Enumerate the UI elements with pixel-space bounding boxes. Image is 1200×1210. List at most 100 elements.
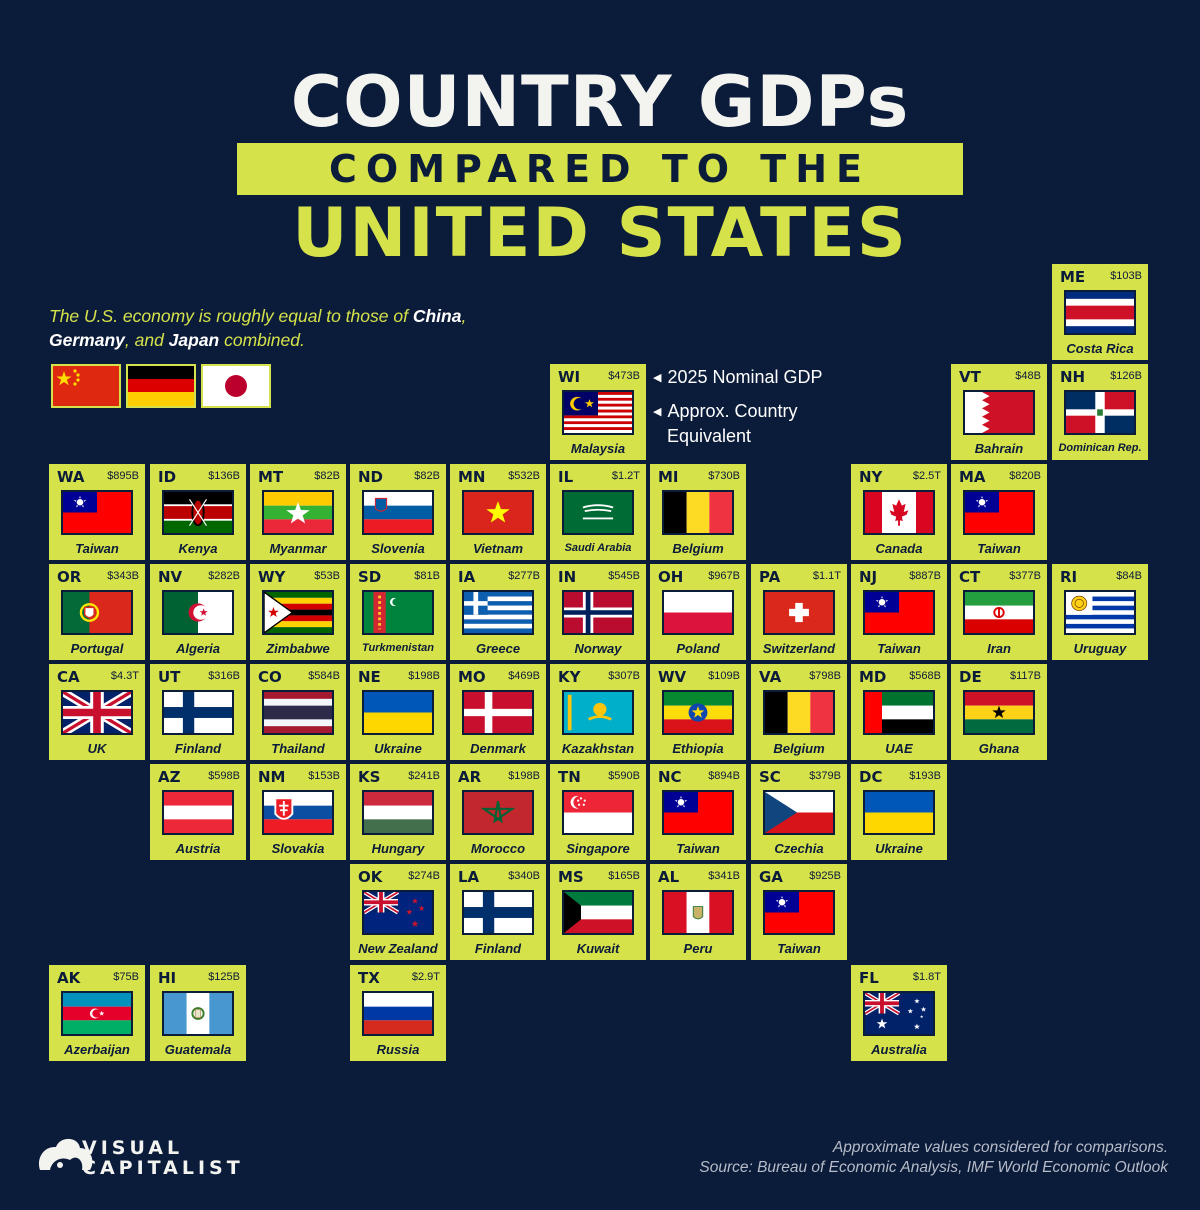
state-code: HI	[158, 969, 177, 987]
state-tile-ar: AR $198B Morocco	[450, 764, 546, 860]
country-equivalent: Finland	[474, 941, 522, 956]
country-equivalent: Canada	[875, 541, 923, 556]
intro-and: , and	[124, 330, 169, 350]
state-code: OK	[358, 868, 383, 886]
state-gdp: $377B	[1009, 570, 1041, 582]
state-tile-pa: PA $1.1T Switzerland	[751, 564, 847, 660]
state-code: ND	[358, 468, 384, 486]
title-line-3: UNITED STATES	[292, 194, 908, 273]
portugal-flag-icon	[61, 590, 133, 635]
intro-germany: Germany	[49, 330, 125, 350]
state-tile-ga: GA $925B Taiwan	[751, 864, 847, 960]
state-code: FL	[859, 969, 879, 987]
state-tile-wa: WA $895B Taiwan	[49, 464, 145, 560]
state-gdp: $894B	[708, 770, 740, 782]
country-equivalent: Peru	[683, 941, 713, 956]
country-equivalent: Greece	[475, 641, 521, 656]
state-gdp: $1.8T	[912, 971, 941, 983]
morocco-flag-icon	[462, 790, 534, 835]
country-equivalent: UAE	[885, 741, 913, 756]
state-gdp: $153B	[308, 770, 340, 782]
state-gdp: $316B	[208, 670, 240, 682]
country-equivalent: Ghana	[978, 741, 1020, 756]
state-code: NM	[258, 768, 286, 786]
state-gdp: $125B	[208, 971, 240, 983]
country-equivalent: Slovenia	[371, 541, 425, 556]
state-gdp: $165B	[608, 870, 640, 882]
switzerland-flag-icon	[763, 590, 835, 635]
state-tile-nh: NH $126B Dominican Rep.	[1052, 364, 1148, 460]
dominican-flag-icon	[1064, 390, 1136, 435]
state-code: IN	[558, 568, 577, 586]
state-tile-ia: IA $277B Greece	[450, 564, 546, 660]
state-tile-de: DE $117B Ghana	[951, 664, 1047, 760]
costa-rica-flag-icon	[1064, 290, 1136, 335]
state-code: WI	[558, 368, 581, 386]
czechia-flag-icon	[763, 790, 835, 835]
country-equivalent: Denmark	[470, 741, 526, 756]
state-gdp: $103B	[1110, 270, 1142, 282]
state-code: MI	[658, 468, 679, 486]
belgium-flag-icon	[662, 490, 734, 535]
state-code: MD	[859, 668, 887, 686]
state-code: TN	[558, 768, 581, 786]
state-tile-nj: NJ $887B Taiwan	[851, 564, 947, 660]
uae-flag-icon	[863, 690, 935, 735]
country-equivalent: Ukraine	[374, 741, 422, 756]
state-tile-mi: MI $730B Belgium	[650, 464, 746, 560]
denmark-flag-icon	[462, 690, 534, 735]
title-line-2: COMPARED TO THE	[329, 147, 871, 191]
country-equivalent: Azerbaijan	[64, 1042, 130, 1057]
country-equivalent: Uruguay	[1073, 641, 1127, 656]
country-equivalent: Iran	[987, 641, 1011, 656]
state-code: OR	[57, 568, 82, 586]
state-tile-sc: SC $379B Czechia	[751, 764, 847, 860]
country-equivalent: Taiwan	[777, 941, 821, 956]
state-gdp: $379B	[809, 770, 841, 782]
state-gdp: $2.9T	[411, 971, 440, 983]
state-gdp: $584B	[308, 670, 340, 682]
state-tile-ms: MS $165B Kuwait	[550, 864, 646, 960]
russia-flag-icon	[362, 991, 434, 1036]
state-gdp: $81B	[414, 570, 440, 582]
title-line-1: COUNTRY GDPs	[290, 61, 910, 143]
state-gdp: $4.3T	[110, 670, 139, 682]
state-code: AZ	[158, 768, 181, 786]
country-equivalent: Malaysia	[570, 441, 626, 456]
country-equivalent: Dominican Rep.	[1058, 442, 1142, 454]
country-equivalent: Belgium	[672, 541, 724, 556]
intro-china: China	[412, 306, 462, 326]
state-code: NV	[158, 568, 183, 586]
state-code: IA	[458, 568, 476, 586]
state-gdp: $532B	[508, 470, 540, 482]
guatemala-flag-icon	[162, 991, 234, 1036]
state-gdp: $1.2T	[611, 470, 640, 482]
state-tile-sd: SD $81B Turkmenistan	[350, 564, 446, 660]
intro-japan: Japan	[168, 330, 220, 350]
state-tile-tn: TN $590B Singapore	[550, 764, 646, 860]
country-equivalent: Ukraine	[875, 841, 923, 856]
state-tile-ri: RI $84B Uruguay	[1052, 564, 1148, 660]
state-tile-wi: WI $473B Malaysia	[550, 364, 646, 460]
state-tile-hi: HI $125B Guatemala	[150, 965, 246, 1061]
state-gdp: $343B	[107, 570, 139, 582]
uk-flag-icon	[61, 690, 133, 735]
legend-country: ◀ Approx. Country Equivalent	[653, 399, 798, 448]
state-tile-mn: MN $532B Vietnam	[450, 464, 546, 560]
state-code: SD	[358, 568, 382, 586]
kazakhstan-flag-icon	[562, 690, 634, 735]
country-equivalent: Morocco	[470, 841, 526, 856]
logo-line-2: CAPITALIST	[82, 1157, 244, 1179]
myanmar-flag-icon	[262, 490, 334, 535]
state-gdp: $82B	[314, 470, 340, 482]
uruguay-flag-icon	[1064, 590, 1136, 635]
state-code: WV	[658, 668, 687, 686]
legend-gdp: ◀ 2025 Nominal GDP	[653, 365, 823, 390]
country-equivalent: Saudi Arabia	[564, 542, 632, 554]
ethiopia-flag-icon	[662, 690, 734, 735]
ukraine-flag-icon	[863, 790, 935, 835]
logo-line-1: VISUAL	[82, 1137, 184, 1159]
country-equivalent: Singapore	[566, 841, 630, 856]
state-code: CO	[258, 668, 282, 686]
state-gdp: $53B	[314, 570, 340, 582]
